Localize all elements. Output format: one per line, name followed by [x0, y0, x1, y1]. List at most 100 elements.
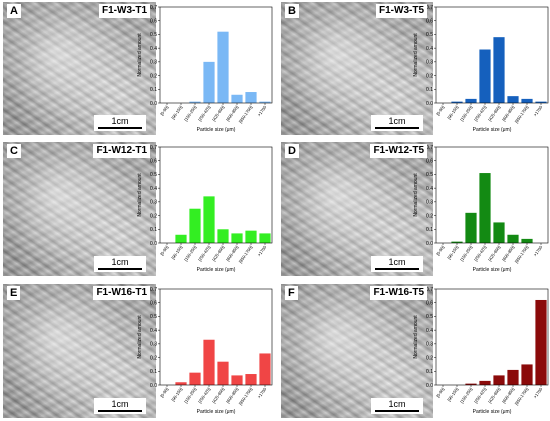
scale-bar-line	[375, 268, 419, 270]
bar-6	[521, 238, 533, 243]
bar-1	[451, 101, 463, 103]
panel-letter: F	[285, 286, 298, 300]
y-axis-label: Normalized amount	[413, 315, 419, 359]
x-tick-label: [90-150]	[170, 245, 183, 260]
bar-3	[479, 380, 491, 385]
y-tick-label: 0.5	[426, 314, 433, 320]
bar-4	[217, 31, 229, 103]
scale-bar-label: 1cm	[111, 116, 129, 126]
x-tick-label: [250-425]	[197, 245, 211, 262]
histogram-e: Normalized amount 0.0 0.1 0.2 0.3 0.4 0.5 0.6 0.…	[137, 287, 273, 415]
x-tick-label: [0-90]	[159, 387, 169, 399]
y-tick-label: 0.1	[426, 87, 433, 93]
y-tick-label: 0.2	[426, 73, 433, 79]
x-tick-label: >1700	[256, 244, 267, 257]
micrograph-f: F F1-W16-T5 1cm	[281, 284, 433, 418]
y-tick-label: 0.1	[150, 369, 157, 375]
x-tick-label: [90-150]	[446, 105, 459, 120]
bar-4	[493, 37, 505, 103]
micrograph-a: A F1-W3-T1 1cm	[3, 2, 156, 135]
bar-2	[465, 383, 477, 385]
bar-1	[175, 382, 187, 385]
x-tick-label: [0-90]	[435, 105, 445, 117]
y-tick-label: 0.4	[426, 46, 433, 52]
y-tick-label: 0.6	[426, 19, 433, 25]
x-tick-label: [600-850]	[501, 105, 515, 122]
plot-frame	[159, 6, 273, 104]
scale-bar: 1cm	[94, 115, 146, 131]
bar-5	[507, 369, 519, 385]
x-tick-label: [425-600]	[487, 105, 501, 122]
bar-2	[189, 372, 201, 385]
bar-4	[493, 222, 505, 243]
y-tick-label: 0.7	[426, 287, 433, 293]
y-tick-label: 0.3	[150, 200, 157, 206]
y-tick-label: 0.1	[426, 369, 433, 375]
y-tick-label: 0.0	[150, 101, 157, 107]
sample-label: F1-W16-T1	[93, 286, 150, 300]
x-tick-label: [250-425]	[197, 105, 211, 122]
y-tick-label: 0.0	[150, 241, 157, 247]
y-tick-label: 0.6	[150, 301, 157, 307]
x-tick-label: >1700	[256, 104, 267, 117]
bar-5	[231, 233, 243, 243]
bar-6	[521, 364, 533, 385]
scale-bar: 1cm	[371, 256, 423, 272]
panel-letter: E	[7, 286, 21, 300]
y-tick-label: 0.0	[426, 241, 433, 247]
bar-4	[493, 375, 505, 385]
sample-label: F1-W3-T1	[99, 4, 150, 18]
bar-3	[203, 339, 215, 385]
x-axis-label: Particle size (μm)	[473, 127, 512, 133]
bar-6	[521, 98, 533, 103]
y-tick-label: 0.7	[150, 5, 157, 11]
x-tick-label: [90-150]	[446, 245, 459, 260]
x-tick-label: [150-250]	[183, 387, 197, 404]
bar-5	[507, 234, 519, 243]
x-tick-label: [600-850]	[501, 245, 515, 262]
x-tick-label: >1700	[532, 386, 543, 399]
y-tick-label: 0.2	[426, 355, 433, 361]
y-tick-label: 0.7	[150, 145, 157, 151]
y-tick-label: 0.3	[426, 200, 433, 206]
y-tick-label: 0.3	[426, 60, 433, 66]
panel-letter: A	[7, 4, 21, 18]
scale-bar-label: 1cm	[388, 257, 406, 267]
plot-frame	[159, 146, 273, 244]
bar-2	[465, 98, 477, 103]
x-axis-label: Particle size (μm)	[197, 127, 236, 133]
bar-6	[245, 92, 257, 103]
bar-6	[245, 374, 257, 385]
x-tick-label: [425-600]	[487, 387, 501, 404]
scale-bar-label: 1cm	[111, 257, 129, 267]
sample-label: F1-W3-T5	[376, 4, 427, 18]
sample-label: F1-W12-T5	[370, 144, 427, 158]
sample-label: F1-W16-T5	[370, 286, 427, 300]
y-tick-label: 0.1	[426, 227, 433, 233]
x-tick-label: [600-850]	[501, 387, 515, 404]
y-tick-label: 0.3	[150, 342, 157, 348]
histogram-f: Normalized amount 0.0 0.1 0.2 0.3 0.4 0.5 0.6 0.…	[413, 287, 549, 415]
y-tick-label: 0.2	[150, 73, 157, 79]
y-tick-label: 0.4	[150, 328, 157, 334]
bar-4	[217, 229, 229, 243]
y-tick-label: 0.2	[426, 213, 433, 219]
plot-frame	[159, 288, 273, 386]
x-tick-label: [850-1700]	[238, 387, 254, 406]
y-axis-label: Normalized amount	[137, 33, 143, 77]
x-tick-label: [90-150]	[446, 387, 459, 402]
panel-letter: B	[285, 4, 299, 18]
bar-3	[479, 49, 491, 103]
x-tick-label: >1700	[532, 104, 543, 117]
scale-bar-label: 1cm	[388, 116, 406, 126]
x-tick-label: >1700	[532, 244, 543, 257]
bar-7	[535, 101, 547, 103]
x-tick-label: [600-850]	[225, 245, 239, 262]
x-tick-label: [850-1700]	[514, 245, 530, 264]
x-tick-label: [250-425]	[473, 105, 487, 122]
x-tick-label: [0-90]	[159, 105, 169, 117]
x-tick-label: [250-425]	[197, 387, 211, 404]
histogram-d: Normalized amount 0.0 0.1 0.2 0.3 0.4 0.5 0.6 0.…	[413, 145, 549, 273]
bar-3	[203, 196, 215, 243]
